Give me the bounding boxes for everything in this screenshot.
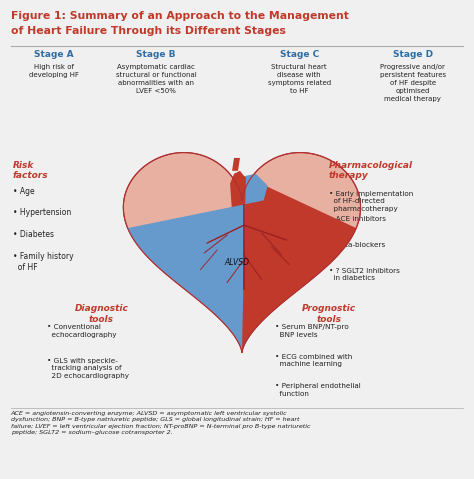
Text: • Hypertension: • Hypertension	[13, 208, 71, 217]
Text: Stage B: Stage B	[136, 50, 176, 59]
Text: ALVSD: ALVSD	[225, 258, 249, 267]
Text: • ACE inhibitors: • ACE inhibitors	[329, 217, 386, 222]
Text: Figure 1: Summary of an Approach to the Management: Figure 1: Summary of an Approach to the …	[11, 11, 348, 21]
Text: • ECG combined with
  machine learning: • ECG combined with machine learning	[274, 354, 352, 367]
Text: • Age: • Age	[13, 187, 34, 195]
Text: • Diabetes: • Diabetes	[13, 230, 54, 239]
Text: • Serum BNP/NT-pro
  BNP levels: • Serum BNP/NT-pro BNP levels	[274, 324, 348, 338]
Text: Risk
factors: Risk factors	[13, 161, 48, 180]
Polygon shape	[230, 171, 356, 353]
Text: of Heart Failure Through its Different Stages: of Heart Failure Through its Different S…	[11, 26, 285, 36]
Polygon shape	[123, 152, 361, 353]
Text: • Family history
  of HF: • Family history of HF	[13, 252, 73, 272]
Text: Diagnostic
tools: Diagnostic tools	[75, 304, 128, 324]
Text: • Beta-blockers: • Beta-blockers	[329, 242, 385, 248]
Text: • Early implementation
  of HF-directed
  pharmacotherapy: • Early implementation of HF-directed ph…	[329, 191, 413, 212]
Text: • ? SGLT2 inhibitors
  in diabetics: • ? SGLT2 inhibitors in diabetics	[329, 268, 400, 281]
Text: Progressive and/or
persistent features
of HF despite
optimised
medical therapy: Progressive and/or persistent features o…	[380, 64, 446, 102]
Text: • Peripheral endothelial
  function: • Peripheral endothelial function	[274, 383, 360, 397]
Text: • Conventional
  echocardiography: • Conventional echocardiography	[47, 324, 117, 338]
Text: Stage A: Stage A	[34, 50, 74, 59]
Text: • GLS with speckle-
  tracking analysis of
  2D echocardiography: • GLS with speckle- tracking analysis of…	[47, 358, 129, 378]
Text: Pharmacological
therapy: Pharmacological therapy	[329, 161, 413, 180]
Text: ACE = angiotensin-converting enzyme; ALVSD = asymptomatic left ventricular systo: ACE = angiotensin-converting enzyme; ALV…	[11, 411, 310, 435]
Polygon shape	[128, 174, 268, 353]
Text: High risk of
developing HF: High risk of developing HF	[29, 64, 79, 78]
Text: Prognostic
tools: Prognostic tools	[302, 304, 356, 324]
Polygon shape	[232, 158, 240, 171]
Text: Structural heart
disease with
symptoms related
to HF: Structural heart disease with symptoms r…	[268, 64, 331, 94]
Text: Stage D: Stage D	[393, 50, 433, 59]
Text: Stage C: Stage C	[280, 50, 319, 59]
Text: Asymptomatic cardiac
structural or functional
abnormalities with an
LVEF <50%: Asymptomatic cardiac structural or funct…	[116, 64, 196, 94]
